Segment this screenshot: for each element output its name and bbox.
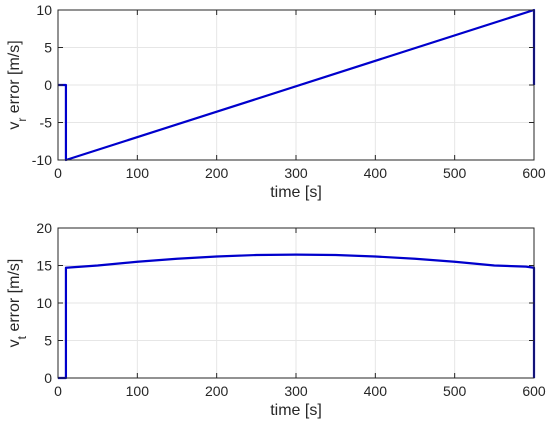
x-axis-label: time [s] — [270, 402, 322, 419]
y-axis-label: vr error [m/s] — [6, 40, 29, 129]
x-tick-label: 300 — [284, 165, 308, 181]
x-tick-label: 300 — [284, 383, 308, 399]
x-tick-label: 200 — [205, 165, 229, 181]
y-tick-label: 5 — [44, 333, 52, 349]
series-line-1 — [58, 253, 536, 380]
y-axis-label-rest: error [m/s] — [6, 259, 23, 336]
y-axis-label-sub: t — [15, 335, 29, 339]
x-tick-label: 600 — [522, 383, 546, 399]
y-tick-label: 0 — [44, 77, 52, 93]
subplot-2: 0 100 200 300 400 500 600 0 5 10 15 20 time [s] vt er… — [6, 220, 546, 419]
y-tick-label: 0 — [44, 370, 52, 386]
x-tick-label: 400 — [364, 383, 388, 399]
y-axis-label: vt error [m/s] — [6, 259, 29, 348]
x-axis-label: time [s] — [270, 184, 322, 201]
x-tick-label: 500 — [443, 165, 467, 181]
y-tick-label: 5 — [44, 40, 52, 56]
x-tick-label: 100 — [126, 165, 150, 181]
subplot-1: 0 100 200 300 400 500 600 -10 -5 0 5 10 time [s] vr e… — [6, 2, 546, 201]
y-tick-label: 10 — [36, 295, 52, 311]
x-tick-label: 0 — [54, 383, 62, 399]
x-tick-label: 500 — [443, 383, 467, 399]
y-tick-label: 15 — [36, 258, 52, 274]
x-tick-label: 100 — [126, 383, 150, 399]
y-axis-label-rest: error [m/s] — [6, 40, 23, 117]
y-axis-label-main: v — [6, 122, 23, 130]
y-axis-label-main: v — [6, 339, 23, 347]
x-tick-label: 600 — [522, 165, 546, 181]
y-tick-label: -5 — [40, 115, 53, 131]
x-tick-label: 0 — [54, 165, 62, 181]
x-tick-label: 200 — [205, 383, 229, 399]
x-tick-label: 400 — [364, 165, 388, 181]
y-tick-label: -10 — [32, 152, 52, 168]
y-axis-label-sub: r — [15, 118, 29, 122]
y-tick-label: 20 — [36, 220, 52, 236]
y-tick-label: 10 — [36, 2, 52, 18]
